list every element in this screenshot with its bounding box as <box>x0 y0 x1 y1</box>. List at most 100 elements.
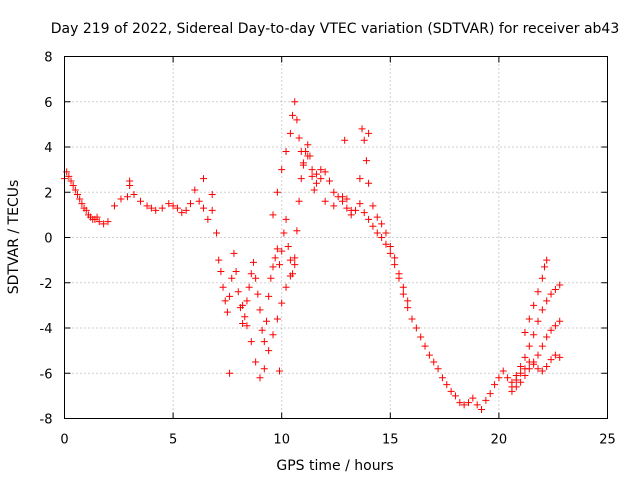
data-point <box>325 177 333 185</box>
y-tick-label: -2 <box>40 277 53 292</box>
data-point <box>395 270 403 278</box>
data-point <box>508 387 516 395</box>
data-point <box>534 288 542 296</box>
data-point <box>365 129 373 137</box>
data-point <box>382 240 390 248</box>
data-point <box>347 206 355 214</box>
data-point <box>343 204 351 212</box>
data-point <box>204 215 212 223</box>
data-point <box>76 195 84 203</box>
data-point <box>243 297 251 305</box>
data-point <box>273 188 281 196</box>
data-point <box>256 374 264 382</box>
data-point <box>451 392 459 400</box>
data-point <box>499 367 507 375</box>
data-point <box>386 243 394 251</box>
data-point <box>369 202 377 210</box>
data-point <box>430 358 438 366</box>
data-point <box>256 306 264 314</box>
data-point <box>538 367 546 375</box>
data-point <box>208 191 216 199</box>
data-point <box>482 396 490 404</box>
data-point <box>178 209 186 217</box>
data-point <box>525 315 533 323</box>
series-recovery-branch <box>508 281 564 386</box>
data-point <box>425 351 433 359</box>
series-recovery-peak <box>521 256 551 337</box>
data-point <box>213 229 221 237</box>
data-point <box>219 283 227 291</box>
y-axis-label: SDTVAR / TECUs <box>6 180 22 295</box>
data-point <box>547 326 555 334</box>
data-point <box>434 365 442 373</box>
data-point <box>521 353 529 361</box>
data-point <box>158 204 166 212</box>
data-point <box>282 148 290 156</box>
data-point <box>78 200 86 208</box>
data-point <box>321 197 329 205</box>
data-point <box>556 317 564 325</box>
data-point <box>295 197 303 205</box>
data-point <box>391 261 399 269</box>
data-point <box>191 186 199 194</box>
data-point <box>362 157 370 165</box>
data-point <box>538 306 546 314</box>
tick-labels: 0 5 10 15 20 25 -8 -6 -4 -2 0 2 4 6 8 <box>40 51 616 448</box>
data-point <box>330 188 338 196</box>
data-point <box>556 281 564 289</box>
data-point <box>239 301 247 309</box>
data-point <box>517 362 525 370</box>
data-point <box>443 381 451 389</box>
series-secondary-dip <box>239 261 299 382</box>
grid <box>64 56 608 419</box>
data-point <box>245 283 253 291</box>
data-point <box>356 200 364 208</box>
data-point <box>200 204 208 212</box>
data-point <box>265 347 273 355</box>
data-point <box>538 342 546 350</box>
ticks <box>64 56 608 419</box>
data-point <box>269 211 277 219</box>
data-point <box>130 191 138 199</box>
data-point <box>464 399 472 407</box>
data-point <box>278 247 286 255</box>
data-point <box>504 374 512 382</box>
data-point <box>269 331 277 339</box>
data-point <box>556 353 564 361</box>
data-point <box>317 166 325 174</box>
data-point <box>126 177 134 185</box>
data-point <box>143 202 151 210</box>
data-point <box>104 218 112 226</box>
data-point <box>421 342 429 350</box>
data-point <box>530 301 538 309</box>
data-point <box>65 172 73 180</box>
series-outliers <box>126 129 373 377</box>
data-point <box>280 229 288 237</box>
data-point <box>473 401 481 409</box>
data-point <box>286 256 294 264</box>
data-point <box>547 356 555 364</box>
data-point <box>271 254 279 262</box>
data-point <box>217 267 225 275</box>
data-point <box>165 200 173 208</box>
data-point <box>538 274 546 282</box>
data-point <box>186 200 194 208</box>
data-point <box>369 222 377 230</box>
data-point <box>404 297 412 305</box>
data-point <box>273 315 281 323</box>
data-point <box>525 342 533 350</box>
data-point <box>282 215 290 223</box>
data-point <box>299 161 307 169</box>
data-point <box>399 290 407 298</box>
data-point <box>469 394 477 402</box>
data-point <box>543 362 551 370</box>
data-point <box>399 283 407 291</box>
data-point <box>226 369 234 377</box>
data-point <box>304 152 312 160</box>
data-point <box>517 369 525 377</box>
data-point <box>530 331 538 339</box>
data-point <box>551 351 559 359</box>
data-point <box>491 381 499 389</box>
data-point <box>273 245 281 253</box>
